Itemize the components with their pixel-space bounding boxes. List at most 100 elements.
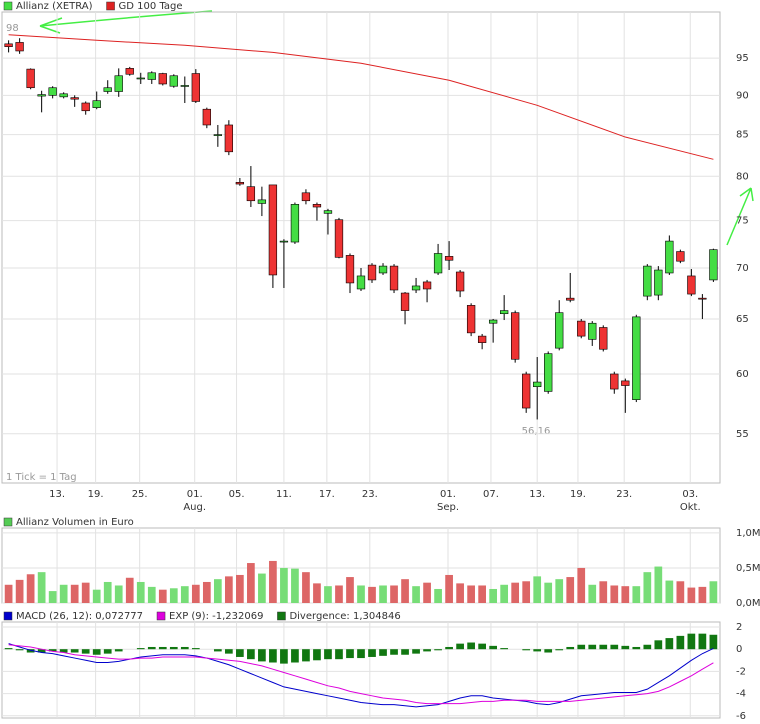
candle-body <box>433 253 443 274</box>
volume-bar <box>643 572 652 603</box>
legend-label: Divergence: 1,304846 <box>289 611 400 622</box>
candle-body <box>158 73 167 85</box>
y-tick-label: 75 <box>736 216 749 227</box>
candle-body <box>654 269 663 296</box>
candle-body <box>323 210 333 214</box>
y-tick-label: 70 <box>736 263 749 274</box>
candle-body <box>643 265 652 297</box>
divergence-bar <box>654 640 663 650</box>
divergence-bar <box>258 649 266 662</box>
candle-body <box>312 204 322 208</box>
volume-bar <box>26 574 35 603</box>
divergence-bar <box>665 638 674 650</box>
candle-body <box>334 219 344 258</box>
divergence-bar <box>566 646 575 650</box>
divergence-bar <box>390 649 398 655</box>
volume-bar <box>676 581 685 603</box>
candle-body <box>588 322 597 340</box>
volume-bar <box>687 587 696 603</box>
candle-body <box>125 68 134 75</box>
candle-body <box>70 97 79 100</box>
candle-body <box>544 353 553 392</box>
divergence-bar <box>643 644 652 650</box>
footnote: 1 Tick = 1 Tag <box>6 472 77 483</box>
candle-body <box>466 305 476 334</box>
volume-bar <box>48 591 57 603</box>
volume-bar <box>445 574 453 603</box>
volume-bar <box>92 589 101 603</box>
divergence-bar <box>147 646 156 650</box>
volume-bar <box>81 582 90 603</box>
divergence-bar <box>632 646 641 650</box>
candle-body <box>676 251 685 262</box>
x-tick-label: 11. <box>276 489 292 500</box>
divergence-bar <box>445 646 453 650</box>
divergence-bar <box>555 649 564 651</box>
volume-bar <box>665 580 674 603</box>
volume-bar <box>467 585 475 603</box>
candle-body <box>610 373 619 390</box>
divergence-bar <box>70 649 79 653</box>
y-tick-label: 95 <box>736 53 749 64</box>
candle-body <box>202 108 211 126</box>
x-month-label: Okt. <box>680 502 701 513</box>
volume-bar <box>59 584 68 603</box>
legend-swatch <box>277 611 286 621</box>
volume-bar <box>434 588 442 603</box>
candle-body <box>26 68 35 89</box>
divergence-bar <box>213 649 222 652</box>
candle-body <box>191 73 200 102</box>
volume-bar <box>357 585 365 603</box>
candle-body <box>444 256 454 261</box>
candle-body <box>15 42 24 52</box>
candle-body <box>81 102 90 112</box>
candle-body <box>411 285 421 291</box>
annotation: 98 <box>6 23 19 34</box>
volume-bar <box>114 585 123 603</box>
divergence-bar <box>533 649 542 652</box>
volume-bar <box>258 573 266 603</box>
divergence-bar <box>456 643 464 650</box>
divergence-bar <box>191 648 200 650</box>
legend-label: MACD (26, 12): 0,072777 <box>16 611 143 622</box>
volume-bar <box>37 572 46 603</box>
plot-frame <box>1 621 721 719</box>
divergence-bar <box>280 649 288 664</box>
volume-bar <box>577 567 586 603</box>
candle-body <box>477 335 487 343</box>
x-tick-label: 07. <box>483 489 499 500</box>
volume-bar <box>511 582 520 603</box>
divergence-bar <box>313 649 321 661</box>
annotation: 56,16 <box>522 426 551 437</box>
candle-body <box>367 264 377 281</box>
candle-body <box>522 373 531 409</box>
candle-body <box>48 87 57 96</box>
divergence-bar <box>224 649 233 654</box>
divergence-bar <box>114 649 123 652</box>
volume-bar <box>302 572 310 603</box>
volume-bar <box>709 581 718 603</box>
volume-bar <box>70 584 79 603</box>
volume-bar <box>169 588 178 603</box>
volume-bar <box>147 586 156 603</box>
divergence-bar <box>522 649 531 651</box>
divergence-bar <box>136 648 145 650</box>
volume-bar <box>412 586 420 603</box>
volume-bar <box>456 583 464 603</box>
divergence-bar <box>544 649 553 653</box>
candle-body <box>136 77 145 80</box>
candle-body <box>147 72 156 80</box>
y-tick-label: 0,0Mrd <box>736 598 760 609</box>
x-month-label: Aug. <box>183 502 206 513</box>
y-tick-label: 60 <box>736 369 749 380</box>
divergence-bar <box>81 649 90 654</box>
candle-body <box>257 199 267 204</box>
volume-bar <box>280 567 288 603</box>
volume-bar <box>621 586 630 603</box>
divergence-bar <box>577 644 586 650</box>
volume-bar <box>224 576 233 603</box>
divergence-bar <box>291 649 299 663</box>
candle-body <box>356 275 366 290</box>
candle-body <box>455 271 465 292</box>
candle-body <box>180 85 189 87</box>
